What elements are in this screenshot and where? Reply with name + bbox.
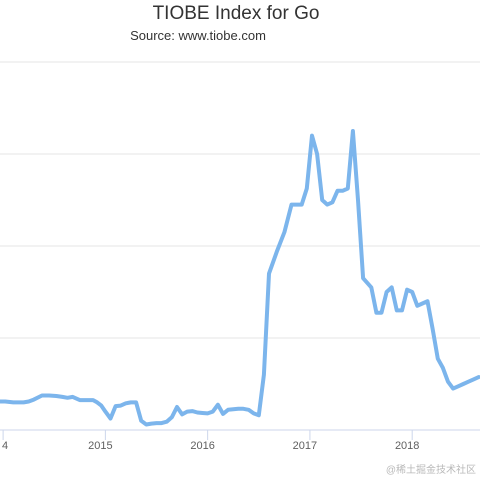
series-line xyxy=(0,129,480,427)
x-ticks: 4 2015 2016 2017 2018 xyxy=(2,430,419,452)
chart-title: TIOBE Index for Go xyxy=(153,3,320,24)
watermark: @稀土掘金技术社区 xyxy=(386,463,476,476)
x-tick-label: 2016 xyxy=(190,440,214,452)
x-tick-label: 2015 xyxy=(88,440,112,452)
x-tick-label: 2018 xyxy=(395,440,419,452)
series-layer xyxy=(0,129,480,427)
x-tick-label: 2017 xyxy=(293,440,317,452)
x-tick-label: 4 xyxy=(2,440,8,452)
chart-subtitle: Source: www.tiobe.com xyxy=(130,28,266,43)
gridlines xyxy=(0,61,480,339)
